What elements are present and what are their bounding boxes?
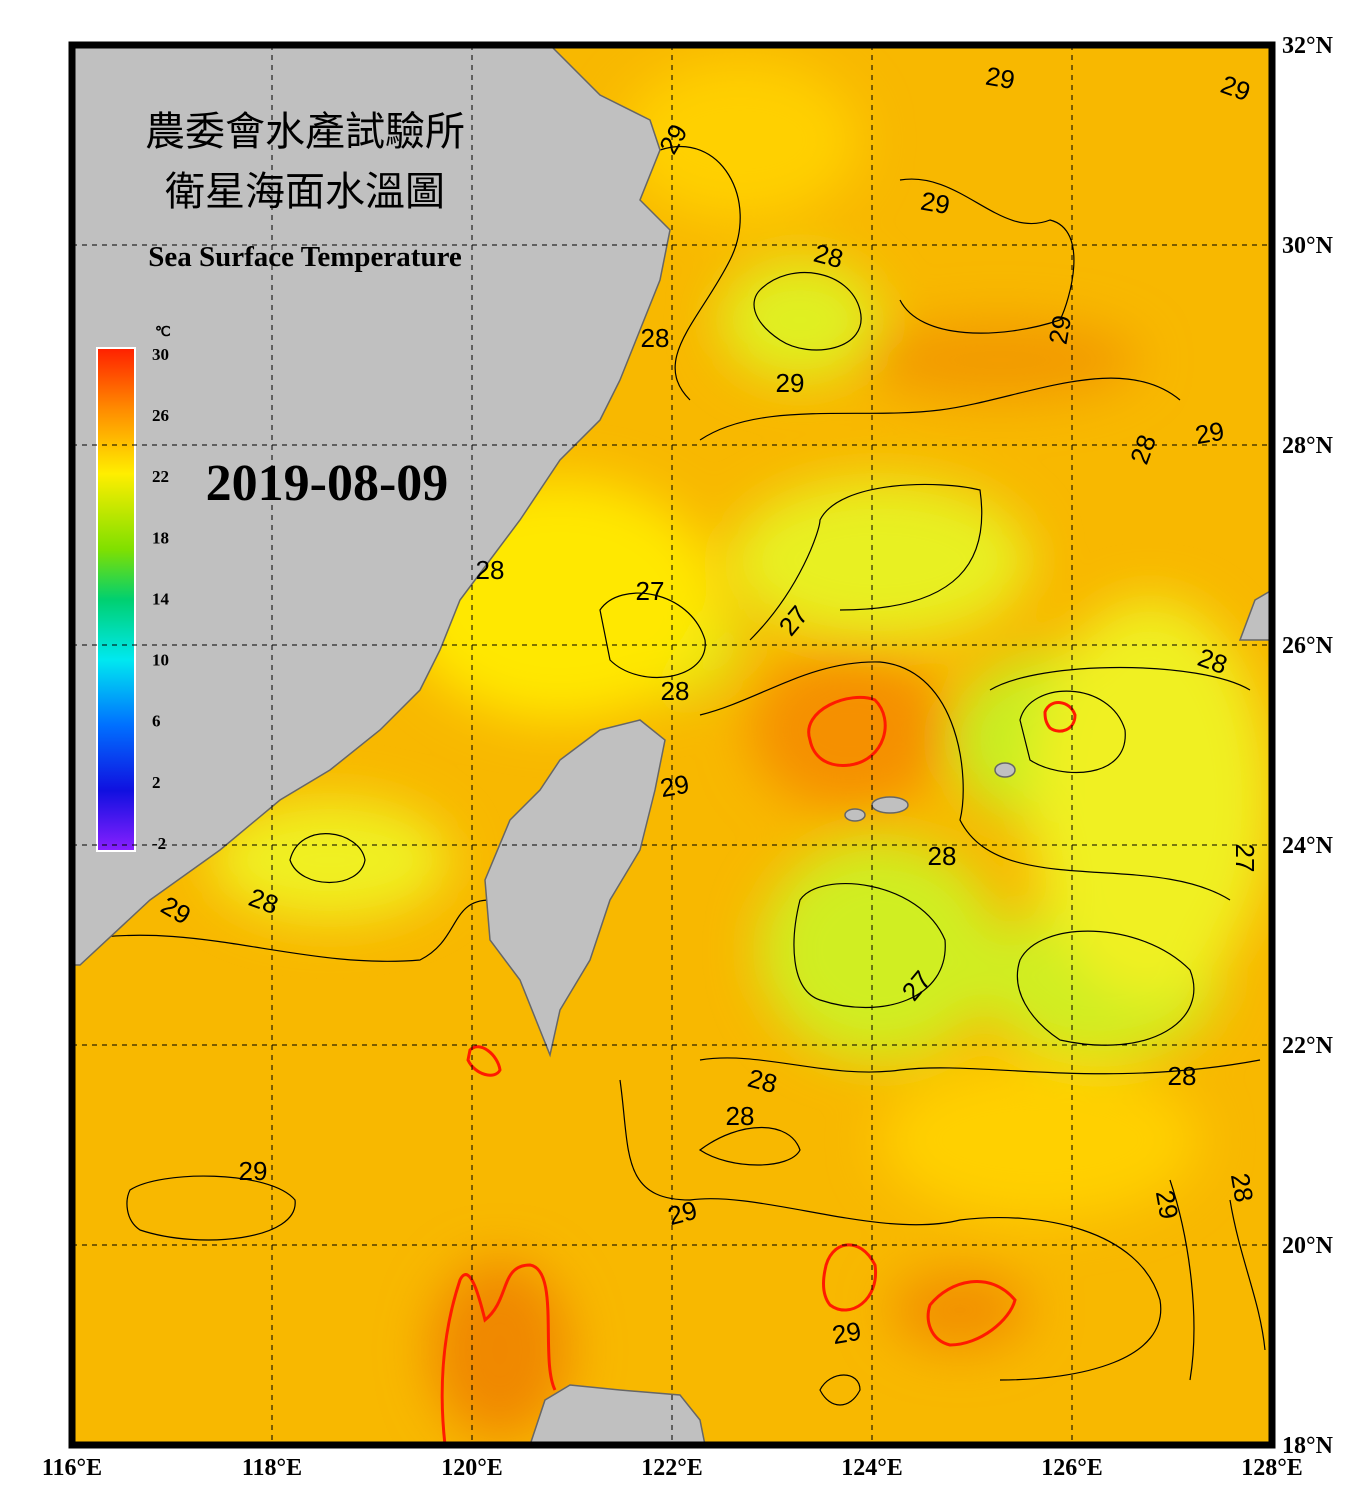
contour-label: 28 [1225,1171,1260,1205]
contour-label: 29 [776,368,805,398]
subtitle: Sea Surface Temperature [148,241,462,273]
contour-label: 28 [641,323,670,353]
contour-label: 28 [928,841,957,871]
lat-label: 30°N [1282,233,1334,259]
contour-label: 29 [1043,313,1078,347]
lon-label: 124°E [841,1455,903,1481]
contour-label: 27 [636,576,665,606]
lat-label: 18°N [1282,1433,1334,1459]
contour-label: 28 [726,1101,755,1131]
lat-label: 20°N [1282,1233,1334,1259]
title-line2: 衛星海面水溫圖 [165,169,445,215]
lat-label: 26°N [1282,633,1334,659]
lon-label: 122°E [641,1455,703,1481]
colorbar-tick-label: 10 [152,651,169,670]
lat-label: 24°N [1282,833,1334,859]
lon-label: 116°E [42,1455,102,1481]
colorbar-tick-label: 30 [152,345,169,364]
land [72,45,1272,1445]
lat-label: 32°N [1282,33,1334,59]
colorbar [96,347,136,852]
colorbar-tick-label: -2 [152,834,166,853]
date: 2019-08-09 [206,455,449,512]
contour-label: 27 [1230,844,1260,873]
colorbar-tick-label: 26 [152,406,169,425]
colorbar-tick-label: 14 [152,589,170,608]
contour-label: 29 [239,1156,268,1186]
lon-label: 128°E [1241,1455,1303,1481]
lon-label: 118°E [242,1455,302,1481]
colorbar-tick-label: 18 [152,528,169,547]
lon-label: 120°E [441,1455,503,1481]
isotherms [79,145,1266,1406]
contour-label: 29 [658,769,692,804]
lat-label: 28°N [1282,433,1334,459]
contour-label: 29 [984,61,1018,96]
title-line1: 農委會水產試驗所 [145,109,465,155]
contour-label: 28 [476,555,505,585]
contour-label: 28 [661,676,690,706]
lon-label: 126°E [1041,1455,1103,1481]
contour-label: 29 [1150,1188,1185,1222]
30c-isotherms [440,695,1077,1445]
contour-label: 29 [830,1316,864,1351]
contour-label: 28 [1168,1061,1197,1091]
contour-label: 29 [1193,416,1227,451]
colorbar-tick-label: 22 [152,467,169,486]
sst-field [210,60,1270,1440]
contour-label: 29 [919,186,953,221]
colorbar-tick-label: 6 [152,712,161,731]
colorbar-tick-label: 2 [152,773,161,792]
colorbar-unit: ℃ [155,325,171,340]
lat-label: 22°N [1282,1033,1334,1059]
